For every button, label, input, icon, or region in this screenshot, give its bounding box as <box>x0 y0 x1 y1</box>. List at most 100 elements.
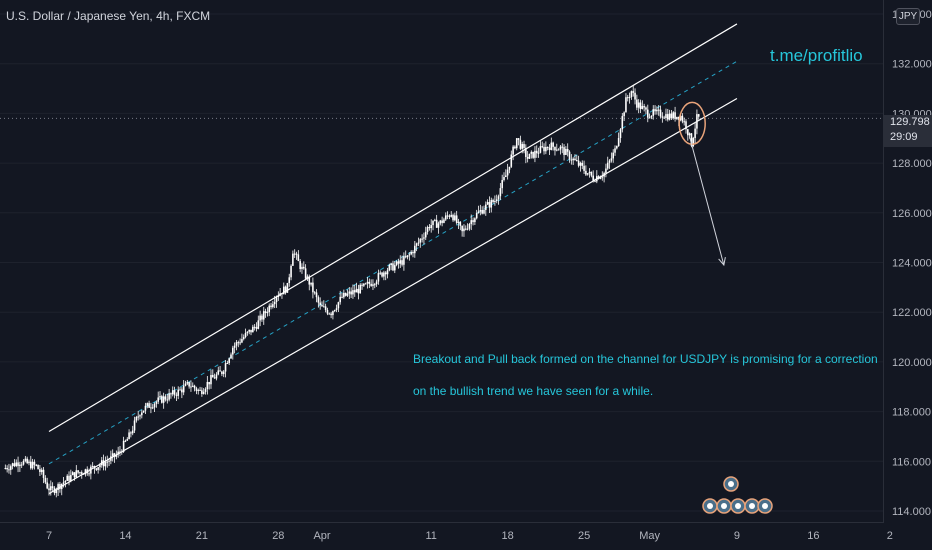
time-axis[interactable]: 7 14 21 28 Apr 11 18 25 May 9 16 2 <box>46 530 893 542</box>
event-icons[interactable] <box>702 476 773 514</box>
candle-body <box>510 154 513 167</box>
candle-body <box>188 382 190 387</box>
candle-body <box>4 468 7 470</box>
channel-upper-line[interactable] <box>48 23 738 432</box>
price-axis[interactable]: 114.000 116.000 118.000 120.000 122.000 124.0… <box>892 9 932 518</box>
candle-body <box>239 342 241 344</box>
candle <box>48 483 50 496</box>
candle <box>337 301 340 313</box>
candle-body <box>654 109 656 112</box>
candle <box>139 414 141 420</box>
candle <box>384 271 387 281</box>
candle <box>77 469 79 475</box>
candle <box>392 260 394 272</box>
candle-body <box>379 272 382 274</box>
candle <box>470 214 473 231</box>
candle-body <box>226 362 229 364</box>
candle-body <box>232 347 234 355</box>
time-tick-label: 2 <box>887 530 893 542</box>
candle <box>321 301 323 307</box>
candle <box>248 329 250 335</box>
candle-body <box>415 243 418 246</box>
candle <box>610 152 613 163</box>
price-tick-label: 114.000 <box>892 506 931 518</box>
candle <box>197 388 200 395</box>
candle-body <box>20 464 23 466</box>
candle-body <box>326 309 329 314</box>
candle-body <box>304 268 307 279</box>
price-tick-label: 128.000 <box>892 158 932 170</box>
candle <box>570 154 573 165</box>
candle-body <box>339 296 341 303</box>
candle <box>153 402 156 412</box>
candle-body <box>545 146 547 152</box>
candle-body <box>122 440 125 452</box>
candle-body <box>19 464 21 467</box>
candle <box>281 293 283 299</box>
candle-body <box>464 228 467 230</box>
candle <box>423 232 425 245</box>
candle-body <box>202 391 205 394</box>
candle <box>657 105 660 116</box>
candle-body <box>477 211 480 214</box>
candle <box>583 160 585 174</box>
candle <box>674 106 676 122</box>
candle <box>616 145 618 150</box>
candlestick-series <box>4 85 700 498</box>
candle-body <box>463 228 465 232</box>
candle <box>343 289 345 299</box>
candle-body <box>217 370 220 375</box>
candle-body <box>590 171 593 176</box>
candle <box>468 222 471 231</box>
candle-body <box>164 396 167 400</box>
channel-lower-line[interactable] <box>48 97 738 495</box>
candle <box>104 456 107 471</box>
candle <box>617 132 620 147</box>
candle-body <box>446 215 449 217</box>
candle-body <box>657 109 660 111</box>
currency-badge[interactable]: JPY <box>896 8 920 25</box>
candle-body <box>246 331 249 333</box>
candle-body <box>457 221 460 223</box>
candle-body <box>77 470 79 473</box>
candle <box>304 264 307 281</box>
candle <box>26 456 28 465</box>
candle-body <box>488 202 491 208</box>
candle-body <box>75 470 78 478</box>
candle <box>146 402 149 409</box>
candle-body <box>621 116 624 130</box>
candle-body <box>670 113 673 118</box>
candle-body <box>313 292 316 294</box>
candle <box>401 255 403 267</box>
candle <box>672 111 675 120</box>
candle <box>326 307 329 316</box>
candle-body <box>259 315 261 321</box>
candle-body <box>508 166 511 170</box>
candle-body <box>519 139 522 149</box>
candle <box>182 380 185 396</box>
chart-drawings[interactable] <box>678 101 726 267</box>
candle-body <box>86 469 89 474</box>
telegram-link[interactable]: t.me/profitlio <box>770 46 863 65</box>
candle-body <box>162 396 165 403</box>
candle <box>457 218 460 230</box>
candle-body <box>308 276 311 285</box>
candle-body <box>266 312 269 314</box>
projection-arrow-head[interactable] <box>718 257 726 267</box>
symbol-title[interactable]: U.S. Dollar / Japanese Yen, 4h, FXCM <box>6 9 211 23</box>
candle <box>60 483 63 496</box>
candle <box>290 264 292 281</box>
candle <box>273 295 276 309</box>
candle-body <box>177 389 180 396</box>
candle <box>68 471 70 486</box>
breakout-highlight-circle[interactable] <box>678 101 706 146</box>
candle <box>277 291 280 301</box>
candle-body <box>13 463 16 467</box>
candle <box>430 219 432 233</box>
candle <box>157 391 159 405</box>
candle <box>406 255 409 260</box>
price-channel[interactable] <box>48 23 738 495</box>
projection-arrow-line[interactable] <box>689 138 725 266</box>
candle <box>450 211 453 218</box>
